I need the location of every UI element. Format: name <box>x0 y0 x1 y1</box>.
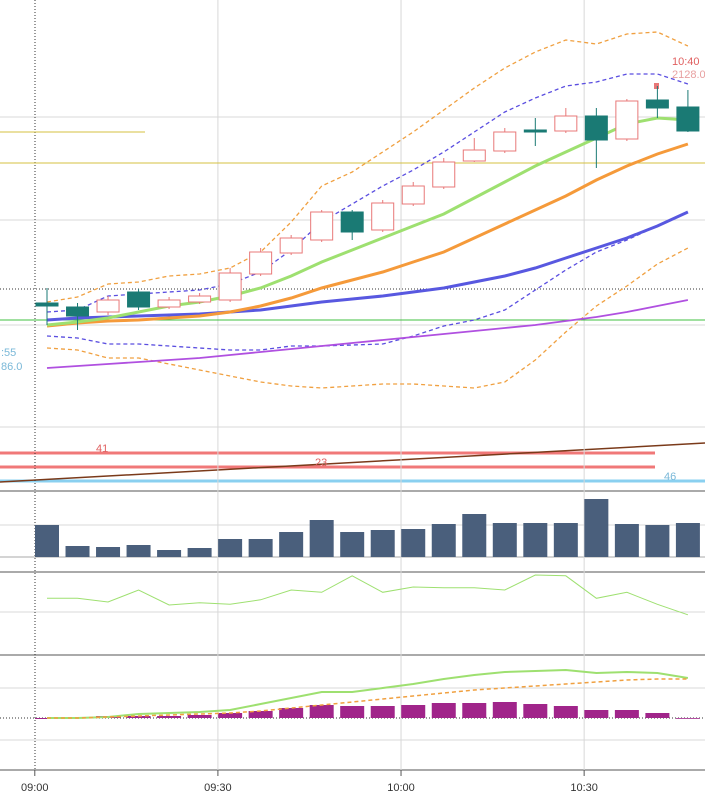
volume-bar <box>126 545 151 557</box>
volume-bar <box>187 548 212 557</box>
histogram-bar <box>370 706 395 718</box>
x-tick-label: 10:30 <box>570 782 598 794</box>
indicator-line <box>46 31 689 303</box>
candle-body <box>371 202 395 231</box>
histogram-bar <box>614 710 639 718</box>
annotation: 46 <box>664 471 676 483</box>
candle-body <box>96 299 120 313</box>
volume-bar <box>401 529 426 557</box>
volume-bar <box>675 523 700 557</box>
volume-bar <box>279 532 304 557</box>
candle-body <box>157 299 181 308</box>
indicator-line <box>47 574 689 616</box>
volume-bar <box>96 547 121 557</box>
candle-body <box>66 306 90 317</box>
x-tick-label: 10:00 <box>387 782 415 794</box>
volume-bar <box>65 546 90 557</box>
histogram-bar <box>248 711 273 718</box>
annotation: 23 <box>315 457 327 469</box>
candle-body <box>676 106 700 132</box>
indicator-line <box>46 142 689 328</box>
histogram-bar <box>187 715 212 718</box>
indicator-line <box>46 211 689 351</box>
x-tick-label: 09:30 <box>204 782 232 794</box>
histogram-bar <box>431 703 456 718</box>
candle-body <box>401 185 425 205</box>
volume-bar <box>614 524 639 557</box>
histogram-bar <box>553 706 578 718</box>
histogram-bar <box>523 704 548 718</box>
volume-bar <box>309 520 334 557</box>
histogram-bar <box>401 705 426 718</box>
histogram-bar <box>157 716 182 718</box>
candle-body <box>310 211 334 241</box>
volume-bar <box>340 532 365 557</box>
candle-body <box>523 129 547 133</box>
candle-body <box>554 115 578 132</box>
candle-body <box>188 295 212 303</box>
candle-body <box>462 149 486 162</box>
volume-bar <box>492 523 517 557</box>
histogram-bar <box>309 705 334 718</box>
indicator-line <box>46 299 689 369</box>
grid <box>0 116 705 741</box>
volume-bar <box>523 523 548 557</box>
histogram-bar <box>675 718 700 719</box>
histogram-bar <box>218 713 243 718</box>
volume-bar <box>462 514 487 557</box>
histogram-bar <box>492 702 517 718</box>
histogram-bar <box>645 713 670 718</box>
candle-body <box>615 100 639 140</box>
volume-bar <box>157 550 182 557</box>
candle-body <box>645 99 669 109</box>
volume-bar <box>248 539 273 557</box>
annotation: 10:40 <box>672 56 700 68</box>
volume-bar <box>584 499 609 557</box>
marker <box>654 83 659 89</box>
indicator-line <box>47 678 688 719</box>
candle-body <box>340 211 364 233</box>
candle-body <box>584 115 608 141</box>
candle-body <box>218 272 242 301</box>
histogram-bar <box>126 716 151 718</box>
indicator-line <box>46 73 689 313</box>
histogram-bar <box>340 706 365 718</box>
histogram-bar <box>279 708 304 718</box>
volume-bar <box>553 523 578 557</box>
candle-body <box>249 251 273 275</box>
indicator-line <box>46 116 688 327</box>
indicator-line <box>46 210 689 322</box>
histogram-bar <box>584 710 609 718</box>
trend-line <box>0 442 705 483</box>
volume-bar <box>370 530 395 557</box>
volume-bar <box>35 525 59 557</box>
candle-body <box>493 131 517 152</box>
volume-bar <box>645 525 670 557</box>
indicator-line <box>47 668 689 719</box>
histogram-bar <box>462 703 487 718</box>
candle-body <box>432 161 456 188</box>
annotation: 2128.0 <box>672 69 705 81</box>
volume-bar <box>218 539 243 557</box>
candle-body <box>35 302 59 307</box>
volume-bar <box>431 524 456 557</box>
annotation: 86.0 <box>1 361 22 373</box>
annotation: 41 <box>96 443 108 455</box>
annotation: :55 <box>1 347 16 359</box>
x-tick-label: 09:00 <box>21 782 49 794</box>
candle-body <box>127 291 151 308</box>
candle-body <box>279 237 303 254</box>
